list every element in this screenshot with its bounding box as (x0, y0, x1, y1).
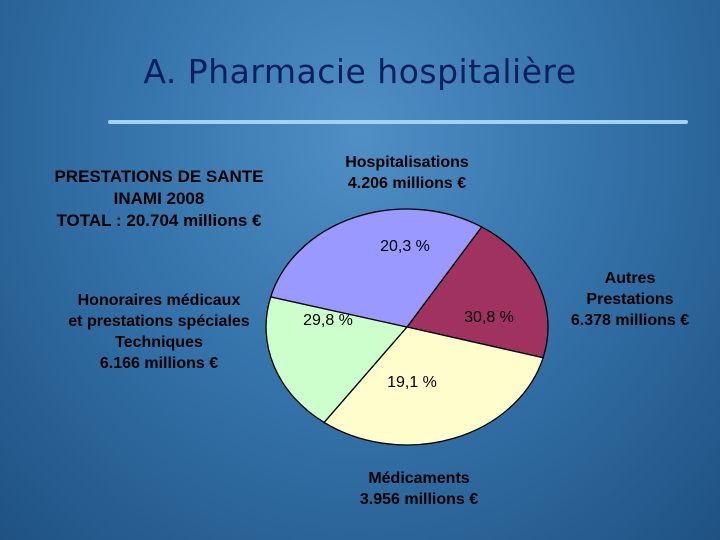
category-label-line: 6.166 millions € (99, 355, 219, 372)
category-label-line: Honoraires médicaux (77, 292, 241, 309)
category-label-medicaments: Médicaments 3.956 millions € (334, 468, 504, 510)
title-underline (108, 120, 688, 124)
summary-line: TOTAL : 20.704 millions € (56, 211, 262, 230)
total-summary: PRESTATIONS DE SANTE INAMI 2008 TOTAL : … (30, 166, 288, 232)
category-label-honoraires: Honoraires médicaux et prestations spéci… (44, 290, 274, 374)
category-label-line: Médicaments (368, 470, 470, 487)
category-label-line: et prestations spéciales (68, 313, 250, 330)
category-label-line: Prestations (586, 291, 674, 308)
category-label-hospitalisations: Hospitalisations 4.206 millions € (322, 152, 492, 194)
pie-slice (265, 296, 409, 424)
slice-percent-label: 29,8 % (303, 312, 353, 329)
pie-slice (323, 326, 544, 446)
slide-title: A. Pharmacie hospitalière (143, 52, 577, 91)
slice-percent-label: 19,1 % (387, 374, 437, 391)
pie-slice (269, 208, 483, 328)
category-label-line: 3.956 millions € (359, 491, 479, 508)
summary-line: INAMI 2008 (113, 189, 205, 208)
slice-percent-label: 30,8 % (464, 309, 514, 326)
category-label-line: Autres (604, 270, 656, 287)
category-label-line: 4.206 millions € (347, 175, 467, 192)
summary-line: PRESTATIONS DE SANTE (54, 167, 264, 186)
category-label-autres-prestations: Autres Prestations 6.378 millions € (552, 268, 708, 331)
category-label-line: 6.378 millions € (570, 312, 690, 329)
category-label-line: Hospitalisations (345, 154, 469, 171)
category-label-line: Techniques (115, 334, 203, 351)
pie-slice (405, 226, 549, 359)
slice-percent-label: 20,3 % (380, 238, 430, 255)
